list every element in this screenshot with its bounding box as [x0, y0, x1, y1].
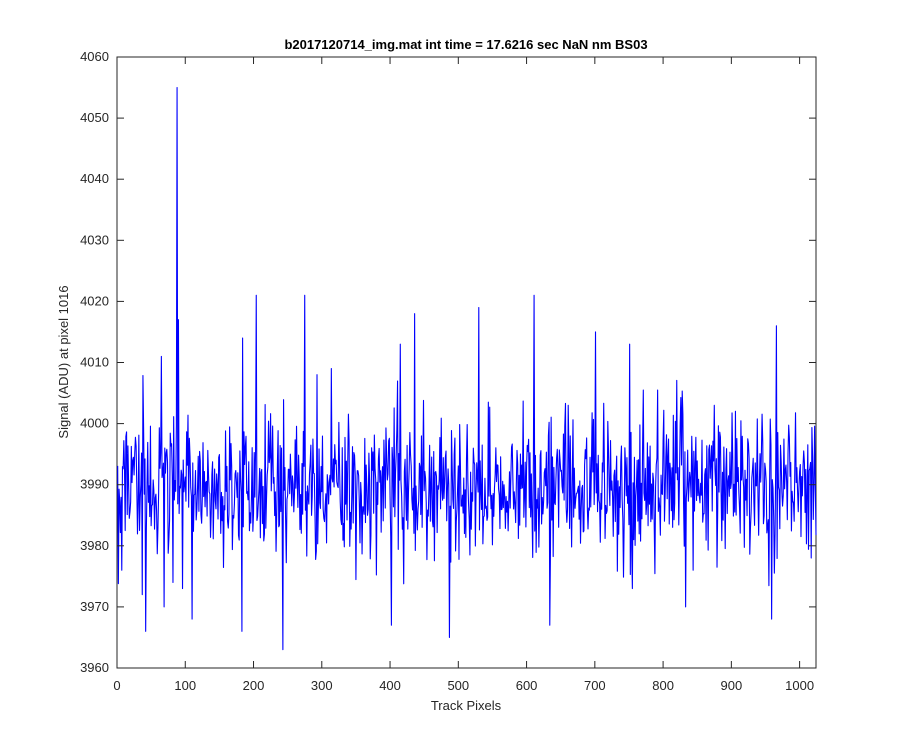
x-tick-label: 100 [174, 678, 196, 693]
x-tick-label: 900 [721, 678, 743, 693]
chart-title: b2017120714_img.mat int time = 17.6216 s… [284, 37, 647, 52]
x-tick-label: 500 [447, 678, 469, 693]
x-tick-label: 0 [113, 678, 120, 693]
x-tick-label: 400 [379, 678, 401, 693]
y-axis-title: Signal (ADU) at pixel 1016 [56, 285, 71, 438]
y-tick-label: 4040 [80, 171, 109, 186]
x-tick-label: 600 [516, 678, 538, 693]
y-tick-label: 4000 [80, 416, 109, 431]
y-tick-label: 4060 [80, 49, 109, 64]
y-axis: 3960 3970 3980 3990 4000 4010 4020 4030 4040 4050… [80, 49, 816, 675]
series-line-0 [117, 87, 817, 651]
y-tick-label: 3960 [80, 660, 109, 675]
y-tick-label: 4050 [80, 110, 109, 125]
axes-frame [116, 56, 817, 669]
y-tick-label: 4020 [80, 293, 109, 308]
x-axis-title: Track Pixels [431, 698, 502, 713]
x-tick-label: 700 [584, 678, 606, 693]
y-tick-label: 4010 [80, 355, 109, 370]
y-tick-label: 3980 [80, 538, 109, 553]
x-tick-label: 800 [652, 678, 674, 693]
y-tick-label: 3990 [80, 477, 109, 492]
x-tick-label: 300 [311, 678, 333, 693]
series-layer [117, 87, 817, 651]
x-axis: 0 100 200 300 400 500 600 700 800 900 1000 [113, 57, 814, 693]
y-tick-label: 4030 [80, 232, 109, 247]
x-tick-label: 200 [243, 678, 265, 693]
y-tick-label: 3970 [80, 599, 109, 614]
x-tick-label: 1000 [785, 678, 814, 693]
